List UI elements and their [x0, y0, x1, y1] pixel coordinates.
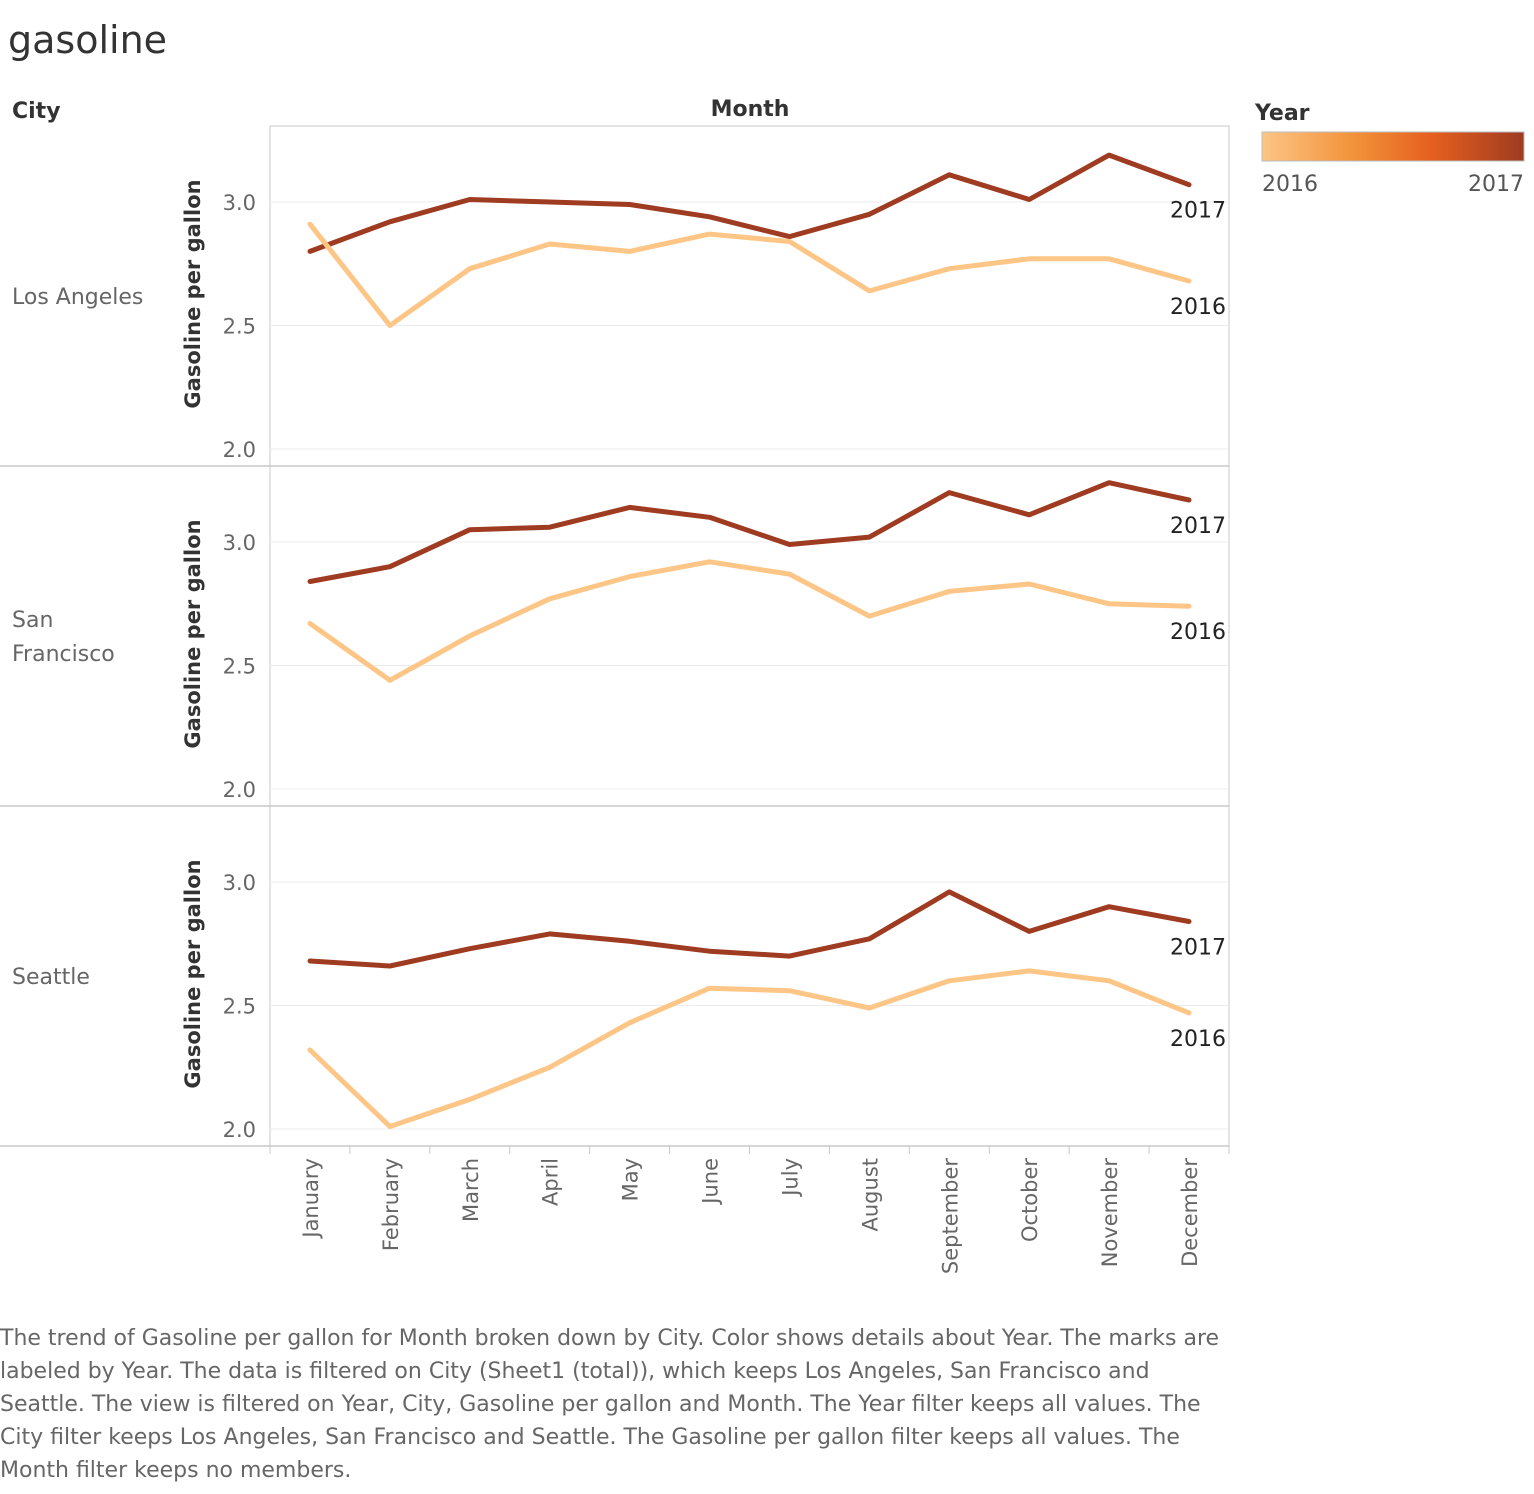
city-label: San: [12, 608, 53, 633]
x-tick-label: February: [379, 1158, 403, 1251]
color-legend[interactable]: Year 2016 2017: [1254, 101, 1525, 197]
x-tick-label: October: [1018, 1158, 1042, 1242]
y-tick-label: 3.0: [223, 531, 256, 555]
x-axis: January February March April May June July Augu…: [269, 1146, 1230, 1274]
y-tick-label: 2.0: [223, 1118, 256, 1142]
series-line-2017: [307, 889, 1192, 969]
city-label: Seattle: [12, 965, 90, 990]
y-axis-title: Gasoline per gallon: [181, 179, 205, 408]
series-end-label-2017: 2017: [1170, 936, 1226, 961]
x-tick-label: August: [858, 1158, 882, 1232]
series-end-label-2017: 2017: [1170, 199, 1226, 224]
panel-frame: [269, 125, 1230, 467]
y-tick-label: 3.0: [223, 871, 256, 895]
city-header: City: [12, 99, 61, 124]
series-end-label-2016: 2016: [1170, 1027, 1226, 1052]
legend-title: Year: [1254, 101, 1310, 126]
y-axis-title: Gasoline per gallon: [181, 519, 205, 748]
y-tick-label: 2.0: [223, 438, 256, 462]
x-tick-label: September: [938, 1158, 962, 1274]
chart-caption: The trend of Gasoline per gallon for Mon…: [0, 1326, 1220, 1483]
chart-title: gasoline: [8, 18, 168, 62]
x-tick-label: May: [619, 1158, 643, 1201]
panel-frame: [269, 465, 1230, 807]
y-tick-label: 2.5: [223, 655, 256, 679]
y-tick-label: 2.5: [223, 995, 256, 1019]
x-tick-label: December: [1178, 1158, 1202, 1267]
legend-max-label: 2017: [1468, 172, 1524, 197]
legend-gradient-bar: [1261, 131, 1525, 162]
series-line-2016: [307, 968, 1192, 1129]
city-label: Francisco: [12, 642, 115, 667]
month-header: Month: [711, 97, 790, 122]
series-end-label-2016: 2016: [1170, 295, 1226, 320]
panel-los-angeles: 2.0 2.5 3.0 Gasoline per gallon Los Angeles 2…: [0, 125, 1230, 467]
series-line-2016: [307, 559, 1192, 683]
series-line-2017: [307, 480, 1192, 584]
series-line-2017: [307, 152, 1192, 254]
y-tick-label: 2.5: [223, 315, 256, 339]
y-tick-label: 2.0: [223, 778, 256, 802]
x-tick-label: April: [539, 1158, 563, 1206]
y-tick-label: 3.0: [223, 191, 256, 215]
x-tick-label: March: [459, 1158, 483, 1222]
city-label: Los Angeles: [12, 285, 143, 310]
series-line-2016: [307, 221, 1192, 328]
x-tick-label: July: [778, 1158, 802, 1198]
panel-san-francisco: 2.0 2.5 3.0 Gasoline per gallon San Francisco…: [0, 465, 1230, 807]
series-end-label-2016: 2016: [1170, 620, 1226, 645]
panel-seattle: 2.0 2.5 3.0 Gasoline per gallon Seattle 2017 2…: [0, 805, 1230, 1147]
series-end-label-2017: 2017: [1170, 514, 1226, 539]
legend-min-label: 2016: [1262, 172, 1318, 197]
x-tick-label: January: [299, 1158, 323, 1240]
y-axis-title: Gasoline per gallon: [181, 859, 205, 1088]
x-tick-label: November: [1098, 1158, 1122, 1268]
chart-canvas: City Month Year 2016 2017 2.0 2.5 3.0 Gasol…: [0, 97, 1525, 1274]
x-tick-label: June: [699, 1158, 723, 1206]
